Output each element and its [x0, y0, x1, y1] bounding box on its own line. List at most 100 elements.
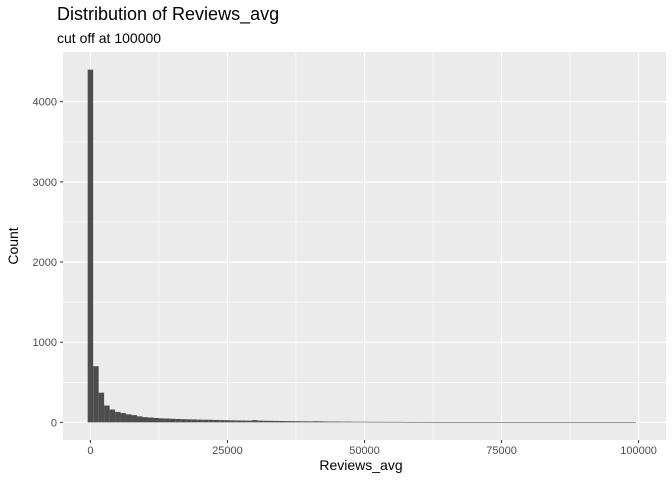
x-tick-label: 25000	[212, 445, 243, 457]
histogram-bar	[443, 422, 450, 423]
histogram-bar	[570, 422, 576, 423]
histogram-bar	[493, 422, 499, 423]
histogram-bar	[575, 422, 582, 423]
histogram-bar	[476, 422, 483, 423]
histogram-bar	[504, 422, 510, 423]
histogram-bar	[120, 413, 127, 423]
histogram-bar	[586, 422, 592, 423]
histogram-bar	[630, 422, 636, 423]
histogram-bar	[608, 422, 614, 423]
histogram-bar	[449, 422, 455, 423]
histogram-bar	[454, 422, 461, 423]
histogram-bar	[591, 422, 598, 423]
histogram-bar	[602, 422, 609, 423]
histogram-bar	[93, 366, 99, 423]
histogram-bar	[422, 421, 428, 423]
histogram-bar	[471, 422, 477, 423]
y-tick-label: 0	[51, 417, 57, 429]
histogram-bar	[526, 422, 532, 423]
histogram-bar	[252, 420, 258, 423]
histogram-bar	[378, 421, 384, 423]
histogram-bar	[465, 422, 472, 423]
histogram-bar	[581, 422, 587, 423]
histogram-bar	[224, 420, 231, 423]
histogram-bar	[126, 414, 132, 423]
histogram-bar	[345, 421, 351, 423]
x-tick-label: 75000	[486, 445, 517, 457]
histogram-bar	[520, 422, 527, 423]
histogram-bar	[208, 419, 214, 423]
histogram-bar	[405, 421, 412, 423]
histogram-bar	[487, 422, 494, 423]
histogram-bar	[115, 411, 121, 423]
chart-subtitle: cut off at 100000	[57, 30, 161, 46]
histogram-bar	[142, 417, 148, 423]
y-tick-label: 4000	[33, 97, 57, 109]
histogram-bar	[180, 419, 187, 423]
y-axis-ticks: 0 1000 2000 3000 4000	[33, 97, 63, 429]
histogram-bar	[400, 421, 406, 423]
histogram-bar	[367, 421, 373, 423]
histogram-bar	[438, 422, 444, 423]
histogram-bar	[131, 415, 138, 423]
histogram-bar	[542, 422, 549, 423]
y-tick-label: 2000	[33, 257, 57, 269]
histogram-bar	[460, 422, 466, 423]
x-tick-label: 100000	[620, 445, 657, 457]
histogram-bar	[597, 422, 603, 423]
histogram-bar	[350, 421, 357, 423]
histogram-bar	[295, 421, 302, 423]
histogram-bar	[235, 420, 242, 423]
histogram-bar	[548, 422, 554, 423]
histogram-bar	[268, 420, 275, 423]
histogram-bar	[290, 421, 296, 423]
histogram-bar	[427, 421, 434, 423]
histogram-bar	[356, 421, 362, 423]
histogram-bar	[323, 421, 329, 423]
histogram-bar	[416, 421, 423, 423]
histogram-bar	[372, 421, 379, 423]
histogram-bar	[301, 421, 307, 423]
histogram-bar	[219, 420, 225, 423]
histogram-bar	[306, 421, 313, 423]
histogram-bar	[241, 420, 247, 423]
histogram-bar	[197, 419, 203, 423]
histogram-bar	[230, 420, 236, 423]
chart-title: Distribution of Reviews_avg	[57, 4, 279, 25]
histogram-bar	[411, 421, 417, 423]
histogram-bar	[339, 421, 346, 423]
histogram-bar	[202, 419, 209, 423]
histogram-bar	[613, 422, 620, 423]
y-tick-label: 3000	[33, 177, 57, 189]
histogram-bar	[482, 422, 488, 423]
histogram-bar	[137, 416, 143, 423]
histogram-bar	[619, 422, 625, 423]
histogram-bar	[158, 418, 165, 423]
histogram-bar	[498, 422, 505, 423]
histogram-bar	[433, 422, 439, 423]
histogram-bar	[383, 421, 390, 423]
histogram-bar	[515, 422, 521, 423]
histogram-bar	[564, 422, 571, 423]
histogram-bar	[509, 422, 516, 423]
histogram-bar	[328, 421, 335, 423]
histogram-bar	[317, 421, 324, 423]
x-axis-ticks: 0 25000 50000 75000 100000	[87, 440, 657, 457]
histogram-bar	[394, 421, 401, 423]
histogram-bar	[104, 405, 110, 423]
histogram-bar	[257, 420, 264, 423]
histogram-bar	[537, 422, 543, 423]
histogram-bar	[246, 420, 253, 423]
histogram-bar	[164, 418, 170, 423]
histogram-bar	[191, 419, 198, 423]
histogram-bar	[87, 69, 94, 423]
histogram-bar	[175, 418, 181, 423]
histogram-bar	[153, 417, 159, 423]
histogram-bar	[624, 422, 631, 423]
histogram-bar	[389, 421, 395, 423]
y-tick-label: 1000	[33, 337, 57, 349]
histogram-bar	[274, 420, 280, 423]
histogram-bar	[553, 422, 560, 423]
histogram-bar	[169, 418, 176, 423]
